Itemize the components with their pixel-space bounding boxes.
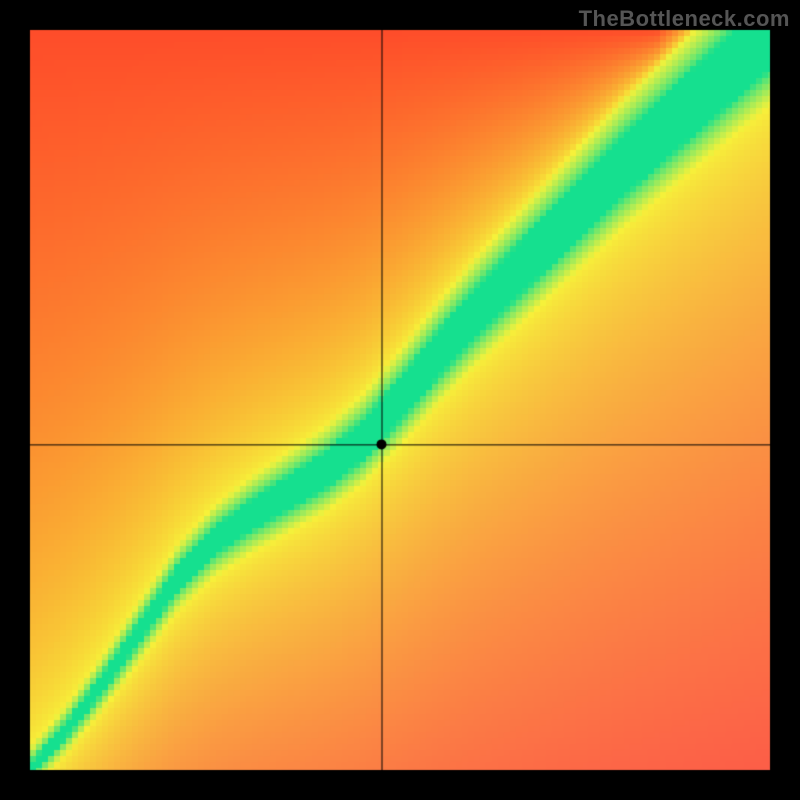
chart-container: TheBottleneck.com <box>0 0 800 800</box>
bottleneck-heatmap <box>0 0 800 800</box>
watermark-text: TheBottleneck.com <box>579 6 790 32</box>
